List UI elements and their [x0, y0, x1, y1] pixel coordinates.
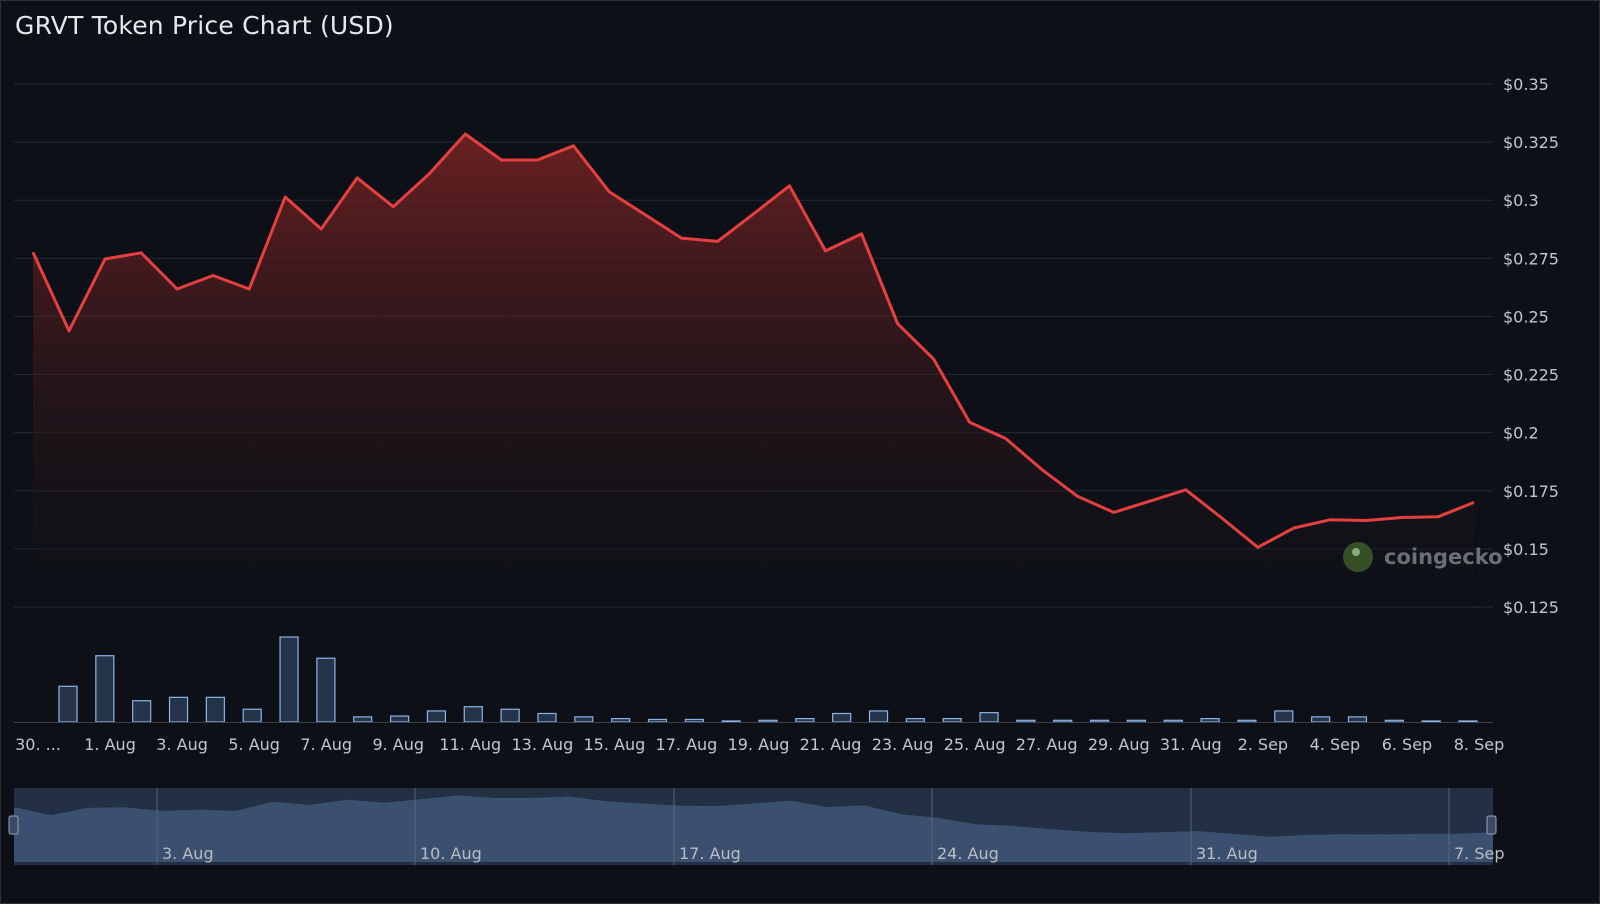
y-tick-label: $0.15: [1503, 540, 1549, 559]
x-tick-label: 29. Aug: [1088, 735, 1150, 754]
volume-bar[interactable]: [721, 720, 741, 723]
volume-bar[interactable]: [684, 718, 704, 723]
volume-bar[interactable]: [316, 657, 336, 723]
volume-bar[interactable]: [132, 700, 152, 723]
navigator-left-handle[interactable]: [8, 815, 19, 835]
x-tick-label: 8. Sep: [1454, 735, 1505, 754]
volume-bar[interactable]: [1016, 719, 1036, 723]
volume-bar[interactable]: [463, 706, 483, 723]
coingecko-watermark: coingecko: [1343, 542, 1503, 572]
volume-bar[interactable]: [647, 718, 668, 723]
x-tick-label: 11. Aug: [439, 735, 501, 754]
volume-bar[interactable]: [832, 712, 852, 723]
x-tick-label: 5. Aug: [228, 735, 280, 754]
y-tick-label: $0.275: [1503, 249, 1559, 268]
volume-bar[interactable]: [168, 696, 189, 723]
y-tick-label: $0.175: [1503, 482, 1559, 501]
navigator-tick-label: 17. Aug: [679, 844, 741, 863]
y-tick-label: $0.225: [1503, 366, 1559, 385]
y-tick-label: $0.325: [1503, 133, 1559, 152]
coingecko-logo-icon: [1343, 542, 1373, 572]
volume-bar[interactable]: [1421, 720, 1441, 723]
volume-bar[interactable]: [500, 708, 520, 723]
volume-bar[interactable]: [1089, 719, 1110, 723]
x-tick-label: 25. Aug: [944, 735, 1006, 754]
volume-bar[interactable]: [1237, 719, 1257, 723]
price-area-fill: [33, 134, 1474, 607]
volume-bar[interactable]: [942, 717, 962, 723]
navigator-ticks: 3. Aug 10. Aug 17. Aug 24. Aug 31. Aug 7. Sep: [162, 844, 1505, 863]
x-tick-label: 19. Aug: [728, 735, 790, 754]
volume-bar[interactable]: [426, 710, 447, 723]
x-tick-label: 7. Aug: [300, 735, 352, 754]
watermark-text: coingecko: [1384, 545, 1503, 569]
x-tick-label: 1. Aug: [84, 735, 136, 754]
x-tick-label: 6. Sep: [1382, 735, 1433, 754]
navigator-series-area: [14, 795, 1493, 862]
x-tick-label: 21. Aug: [800, 735, 862, 754]
volume-bar[interactable]: [279, 636, 299, 723]
navigator-tick-label: 3. Aug: [162, 844, 214, 863]
volume-bar[interactable]: [905, 717, 925, 723]
x-axis-ticks: 30. ... 1. Aug 3. Aug 5. Aug 7. Aug 9. Aug 11.…: [15, 735, 1504, 754]
volume-bar[interactable]: [205, 696, 225, 723]
volume-bars[interactable]: [58, 636, 1478, 723]
navigator-tick-label: 7. Sep: [1454, 844, 1505, 863]
coingecko-logo-eye-icon: [1352, 548, 1360, 556]
navigator-tick-label: 10. Aug: [420, 844, 482, 863]
x-tick-label: 31. Aug: [1160, 735, 1222, 754]
y-tick-label: $0.3: [1503, 191, 1539, 210]
volume-bar[interactable]: [611, 717, 631, 723]
volume-bar[interactable]: [1311, 716, 1331, 723]
x-tick-label: 30. ...: [15, 735, 61, 754]
volume-bar[interactable]: [95, 655, 115, 723]
y-tick-label: $0.25: [1503, 307, 1549, 326]
volume-bar[interactable]: [979, 712, 999, 723]
x-tick-label: 2. Sep: [1238, 735, 1289, 754]
x-tick-label: 27. Aug: [1016, 735, 1078, 754]
price-line-group: [31, 132, 1475, 549]
volume-bar[interactable]: [1126, 719, 1147, 723]
x-tick-label: 17. Aug: [656, 735, 718, 754]
volume-bar[interactable]: [1458, 720, 1478, 723]
chart-title: GRVT Token Price Chart (USD): [15, 11, 394, 40]
volume-bar[interactable]: [868, 710, 889, 723]
volume-bar[interactable]: [795, 717, 815, 723]
navigator-right-handle[interactable]: [1486, 815, 1497, 835]
x-tick-label: 4. Sep: [1310, 735, 1361, 754]
y-tick-label: $0.125: [1503, 598, 1559, 617]
x-tick-label: 13. Aug: [511, 735, 573, 754]
volume-bar[interactable]: [537, 712, 557, 723]
y-tick-label: $0.2: [1503, 424, 1539, 443]
volume-bar[interactable]: [758, 719, 778, 723]
navigator[interactable]: 3. Aug 10. Aug 17. Aug 24. Aug 31. Aug 7. Sep: [8, 788, 1505, 865]
volume-bar[interactable]: [1274, 710, 1294, 723]
y-axis-ticks: $0.125 $0.15 $0.175 $0.2 $0.225 $0.25 $0.275 $0…: [1503, 75, 1559, 617]
price-line: [31, 132, 1475, 549]
volume-bar[interactable]: [1200, 717, 1220, 723]
x-tick-label: 15. Aug: [584, 735, 646, 754]
navigator-grid: [156, 788, 1450, 865]
volume-bar[interactable]: [1347, 716, 1368, 723]
volume-bar[interactable]: [389, 715, 410, 723]
volume-bar[interactable]: [1384, 719, 1404, 723]
x-tick-label: 23. Aug: [872, 735, 934, 754]
volume-bar[interactable]: [1163, 719, 1183, 723]
y-tick-label: $0.35: [1503, 75, 1549, 94]
navigator-tick-label: 24. Aug: [937, 844, 999, 863]
volume-bar[interactable]: [353, 716, 373, 723]
x-tick-label: 9. Aug: [372, 735, 424, 754]
volume-bar[interactable]: [574, 716, 594, 723]
x-tick-label: 3. Aug: [156, 735, 208, 754]
volume-bar[interactable]: [1053, 719, 1073, 723]
volume-bar[interactable]: [242, 708, 262, 723]
navigator-tick-label: 31. Aug: [1196, 844, 1258, 863]
volume-bar[interactable]: [58, 685, 78, 723]
price-area: [33, 134, 1474, 607]
